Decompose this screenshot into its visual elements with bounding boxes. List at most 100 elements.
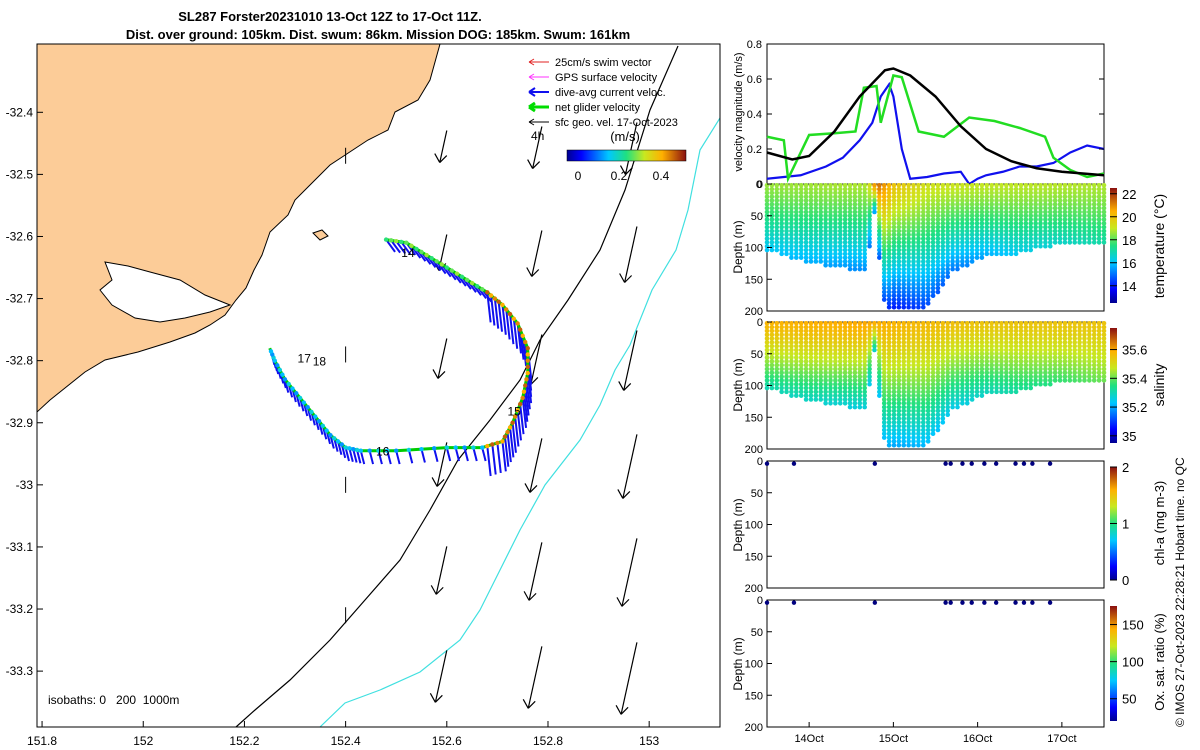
oxygen-point-6 [969, 600, 974, 605]
salinity-sample-93 [789, 324, 794, 330]
salinity-sample-593 [896, 370, 902, 376]
salinity-sample-956 [955, 366, 960, 372]
temperature-sample-427 [862, 228, 867, 234]
salinity-sample-1330 [1052, 332, 1058, 338]
salinity-sample-503 [881, 397, 887, 402]
temperature-sample-185 [808, 228, 814, 234]
track-dot-50 [490, 442, 495, 447]
temperature-sample-11 [764, 224, 770, 230]
temperature-sample-200 [813, 205, 819, 211]
salinity-sample-1215 [1018, 359, 1024, 364]
temperature-sample-1222 [1018, 247, 1024, 253]
land-mass [37, 44, 441, 413]
salinity-sample-697 [911, 389, 916, 395]
salinity-sample-607 [896, 423, 902, 429]
salinity-sample-520 [886, 343, 892, 349]
temperature-sample-1489 [1101, 190, 1107, 196]
temperature-sample-108 [789, 243, 794, 249]
map-y-tick-label-6: -33 [16, 478, 34, 492]
salinity-sample-1425 [1082, 328, 1087, 334]
salinity-sample-756 [920, 362, 926, 368]
speed-series-net [766, 74, 1105, 184]
day-label-0: 14 [401, 246, 415, 260]
temperature-sample-186 [808, 232, 814, 238]
salinity-sample-130 [794, 389, 799, 395]
salinity-sample-1254 [1028, 370, 1034, 376]
temperature-sample-1407 [1077, 182, 1082, 188]
temperature-sample-903 [945, 209, 951, 215]
temperature-c-tick-label-0: 14 [1122, 279, 1136, 294]
temperature-sample-1242 [1028, 186, 1034, 192]
temperature-sample-1501 [1101, 236, 1107, 241]
temperature-sample-125 [794, 232, 799, 238]
temperature-sample-1187 [1013, 186, 1019, 192]
salinity-sample-969 [960, 328, 965, 334]
temperature-sample-1415 [1077, 213, 1082, 219]
salinity-sample-1308 [1043, 378, 1048, 383]
temperature-sample-511 [881, 289, 887, 295]
coastal-lake-notch [99, 261, 232, 323]
temperature-sample-1347 [1057, 198, 1063, 203]
salinity-sample-1435 [1082, 366, 1087, 372]
salinity-sample-856 [935, 381, 941, 387]
temperature-sample-1121 [994, 224, 999, 230]
temperature-sample-1296 [1043, 194, 1048, 199]
temperature-sample-1183 [1008, 243, 1014, 249]
salinity-sample-1151 [1004, 332, 1009, 338]
salinity-sample-6 [764, 343, 770, 349]
temperature-sample-1051 [974, 255, 980, 260]
temperature-sample-407 [857, 240, 863, 245]
salinity-y-tick-label-2: 100 [745, 381, 763, 393]
salinity-sample-307 [837, 340, 843, 345]
temperature-sample-566 [891, 255, 897, 260]
temperature-sample-549 [891, 190, 897, 196]
salinity-sample-661 [906, 378, 911, 383]
salinity-sample-171 [803, 393, 809, 398]
salinity-sample-554 [891, 347, 897, 353]
salinity-sample-1233 [1023, 359, 1029, 364]
salinity-sample-1069 [979, 385, 985, 391]
temperature-sample-668 [906, 266, 911, 272]
salinity-sample-107 [789, 378, 794, 383]
temperature-sample-164 [803, 228, 809, 234]
temperature-sample-912 [945, 243, 951, 249]
temperature-sample-48 [774, 228, 780, 234]
temperature-sample-1118 [994, 213, 999, 219]
salinity-sample-946 [955, 328, 960, 334]
salinity-sample-287 [833, 347, 838, 353]
salinity-sample-738 [916, 420, 921, 425]
temperature-sample-826 [930, 243, 936, 249]
salinity-sample-1018 [969, 347, 975, 353]
salinity-sample-479 [877, 381, 882, 387]
temperature-sample-1334 [1052, 209, 1058, 215]
salinity-sample-1144 [999, 378, 1004, 383]
temperature-sample-828 [930, 251, 936, 257]
temperature-sample-124 [794, 228, 799, 234]
salinity-sample-660 [906, 374, 911, 379]
temperature-sample-585 [896, 202, 902, 207]
salinity-sample-1290 [1038, 374, 1043, 379]
salinity-sample-815 [930, 340, 936, 345]
temperature-sample-23 [769, 202, 775, 207]
temperature-sample-350 [847, 198, 853, 203]
temperature-sample-440 [867, 190, 872, 196]
salinity-sample-115 [794, 332, 799, 338]
salinity-sample-140 [798, 351, 804, 357]
temperature-sample-658 [906, 228, 911, 234]
salinity-sample-1253 [1028, 366, 1034, 372]
temperature-sample-1397 [1072, 205, 1077, 211]
salinity-sample-882 [940, 370, 946, 376]
salinity-sample-1352 [1057, 355, 1063, 360]
temperature-sample-450 [867, 228, 872, 234]
salinity-sample-462 [872, 347, 877, 353]
temperature-sample-1217 [1018, 228, 1024, 234]
temperature-sample-1364 [1062, 202, 1068, 207]
temperature-sample-356 [847, 221, 853, 226]
temperature-sample-177 [808, 198, 814, 203]
salinity-sample-1114 [994, 336, 999, 341]
salinity-sample-629 [901, 381, 907, 387]
salinity-sample-867 [935, 423, 941, 429]
salinity-sample-673 [906, 423, 911, 429]
temperature-sample-1226 [1023, 194, 1029, 199]
salinity-sample-1394 [1072, 332, 1077, 338]
